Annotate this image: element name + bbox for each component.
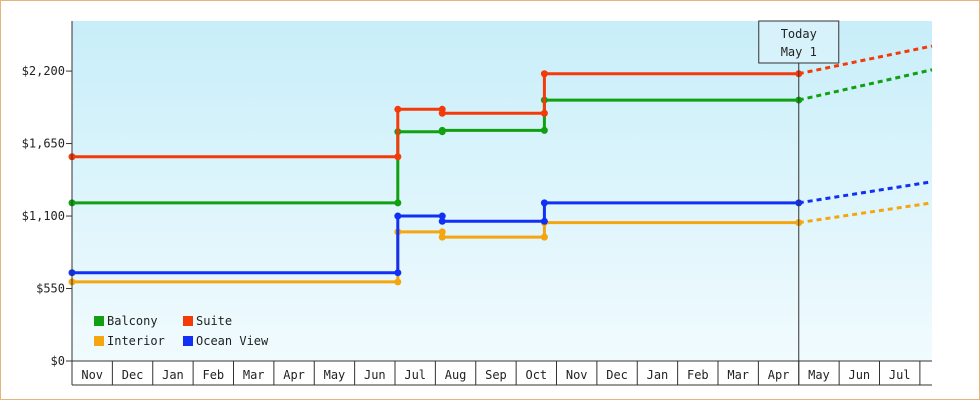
data-point[interactable]	[438, 228, 446, 236]
y-tick-label: $550	[36, 282, 65, 296]
today-box	[758, 20, 840, 64]
series-ocean-view	[68, 180, 933, 277]
x-month-label: May	[324, 368, 346, 382]
projection-line	[798, 44, 933, 76]
data-point[interactable]	[394, 153, 402, 161]
today-label: Today	[781, 27, 817, 41]
legend-item[interactable]: Suite	[183, 314, 232, 328]
legend-label: Interior	[107, 334, 165, 348]
data-point[interactable]	[394, 269, 402, 277]
data-point[interactable]	[438, 126, 446, 134]
x-month-label: Aug	[445, 368, 467, 382]
legend-label: Suite	[196, 314, 232, 328]
x-month-label: Mar	[727, 368, 749, 382]
x-month-label: Apr	[768, 368, 790, 382]
legend-item[interactable]: Interior	[94, 334, 165, 348]
x-month-label: Jun	[848, 368, 870, 382]
data-point[interactable]	[540, 126, 548, 134]
series-suite	[68, 44, 933, 161]
legend-swatch	[183, 316, 193, 326]
y-tick-label: $2,200	[22, 64, 65, 78]
projection-line	[798, 68, 933, 102]
data-point[interactable]	[394, 199, 402, 207]
plot-area	[72, 21, 932, 361]
y-tick-label: $0	[51, 354, 65, 368]
data-point[interactable]	[394, 105, 402, 113]
x-month-label: Nov	[566, 368, 588, 382]
data-point[interactable]	[438, 217, 446, 225]
data-point[interactable]	[394, 212, 402, 220]
data-point[interactable]	[540, 109, 548, 117]
legend-item[interactable]: Ocean View	[183, 334, 269, 348]
projection-line	[798, 201, 933, 225]
x-month-label: Feb	[687, 368, 709, 382]
y-tick-label: $1,650	[22, 137, 65, 151]
data-point[interactable]	[438, 109, 446, 117]
x-month-label: Jul	[404, 368, 426, 382]
x-month-label: Nov	[81, 368, 103, 382]
legend-swatch	[183, 336, 193, 346]
legend-swatch	[94, 336, 104, 346]
legend-item[interactable]: Balcony	[94, 314, 158, 328]
x-month-label: Jan	[162, 368, 184, 382]
data-point[interactable]	[540, 217, 548, 225]
data-point[interactable]	[438, 233, 446, 241]
x-month-label: Jan	[647, 368, 669, 382]
x-month-label: May	[808, 368, 830, 382]
data-point[interactable]	[540, 199, 548, 207]
data-point[interactable]	[438, 212, 446, 220]
data-point[interactable]	[394, 278, 402, 286]
x-month-label: Dec	[122, 368, 144, 382]
y-tick-label: $1,100	[22, 209, 65, 223]
legend-label: Ocean View	[196, 334, 269, 348]
projection-line	[798, 180, 933, 205]
x-month-label: Sep	[485, 368, 507, 382]
x-month-label: Apr	[283, 368, 305, 382]
data-point[interactable]	[540, 70, 548, 78]
legend-label: Balcony	[107, 314, 158, 328]
x-month-label: Oct	[525, 368, 547, 382]
x-month-label: Dec	[606, 368, 628, 382]
today-date: May 1	[781, 45, 817, 59]
x-month-label: Jul	[889, 368, 911, 382]
x-month-label: Feb	[202, 368, 224, 382]
x-month-label: Mar	[243, 368, 265, 382]
legend-swatch	[94, 316, 104, 326]
data-point[interactable]	[540, 233, 548, 241]
x-month-label: Jun	[364, 368, 386, 382]
